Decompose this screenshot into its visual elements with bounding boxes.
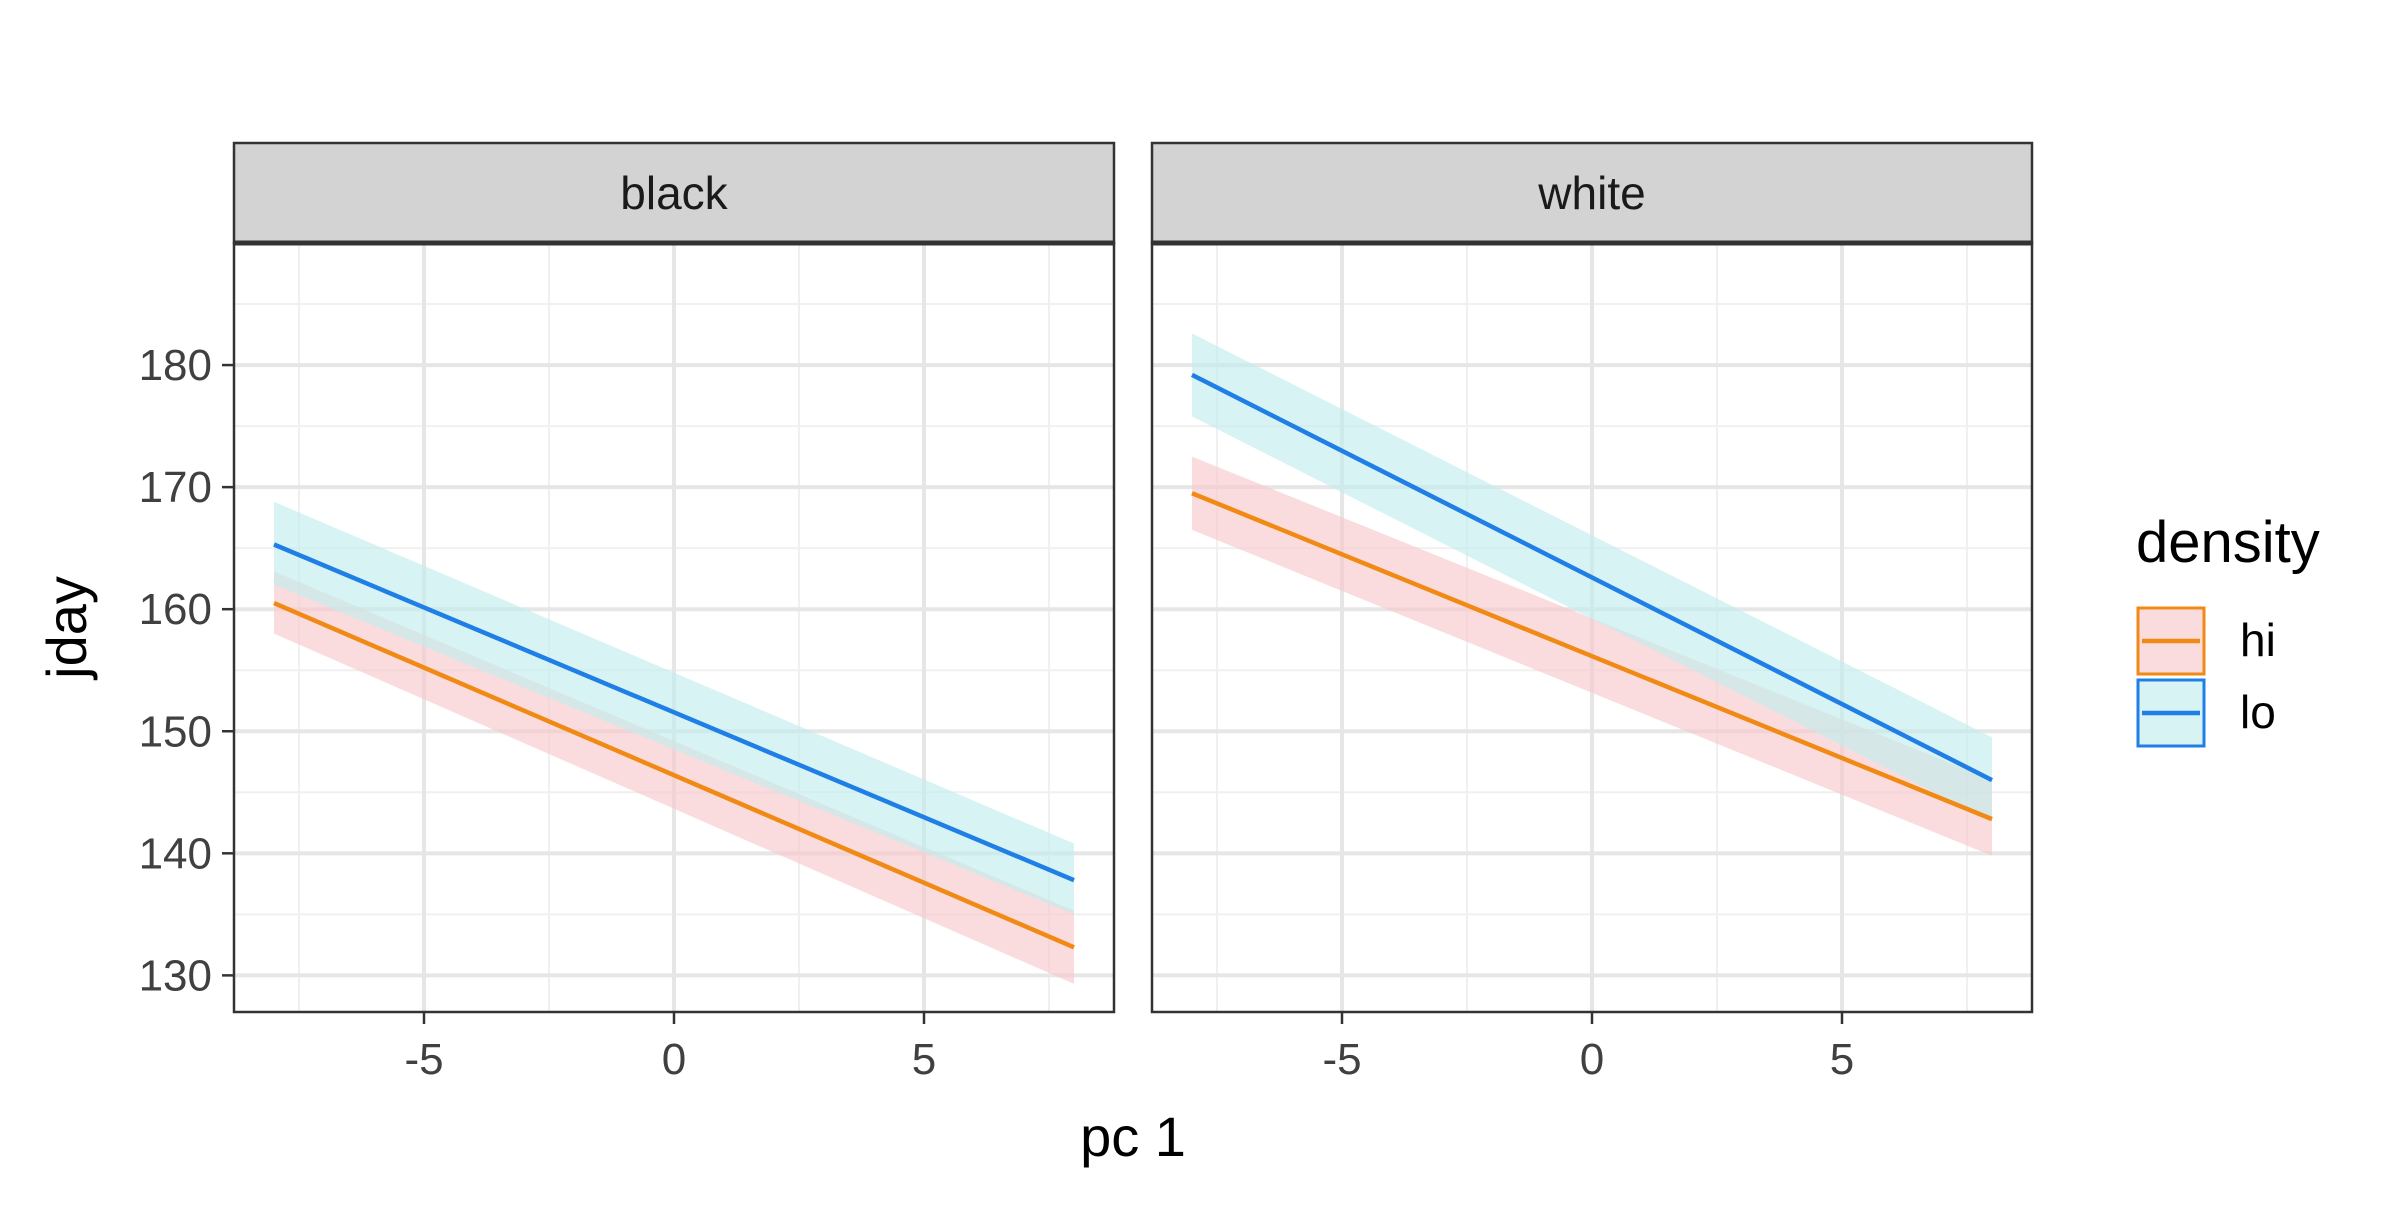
- series-line-hi: [1191, 491, 1993, 822]
- legend-title: density: [2136, 510, 2320, 575]
- y-tick-label: 150: [139, 707, 212, 756]
- confidence-ribbon-lo: [274, 501, 1074, 915]
- x-tick-label: -5: [404, 1035, 443, 1084]
- y-tick-label: 160: [139, 585, 212, 634]
- series-line-lo: [1190, 372, 1994, 783]
- series-line-hi: [273, 601, 1075, 950]
- x-tick-label: 5: [912, 1035, 936, 1084]
- y-tick-label: 180: [139, 341, 212, 390]
- facet-strip: [1150, 141, 2034, 245]
- y-tick-label: 140: [139, 829, 212, 878]
- legend-label-hi: hi: [2240, 614, 2276, 666]
- y-tick-label: 130: [139, 951, 212, 1000]
- facet-strip: [232, 141, 1116, 245]
- facet-strip-label: white: [1537, 167, 1645, 219]
- x-tick-label: 0: [662, 1035, 686, 1084]
- y-axis-title: jday: [35, 576, 98, 681]
- x-tick-label: 5: [1830, 1035, 1854, 1084]
- legend-label-lo: lo: [2240, 686, 2276, 738]
- series-line-lo: [273, 542, 1075, 883]
- x-tick-label: 0: [1580, 1035, 1604, 1084]
- y-tick-label: 170: [139, 463, 212, 512]
- x-axis-title: pc 1: [1080, 1105, 1186, 1168]
- x-tick-label: -5: [1322, 1035, 1361, 1084]
- facet-strip-label: black: [620, 167, 728, 219]
